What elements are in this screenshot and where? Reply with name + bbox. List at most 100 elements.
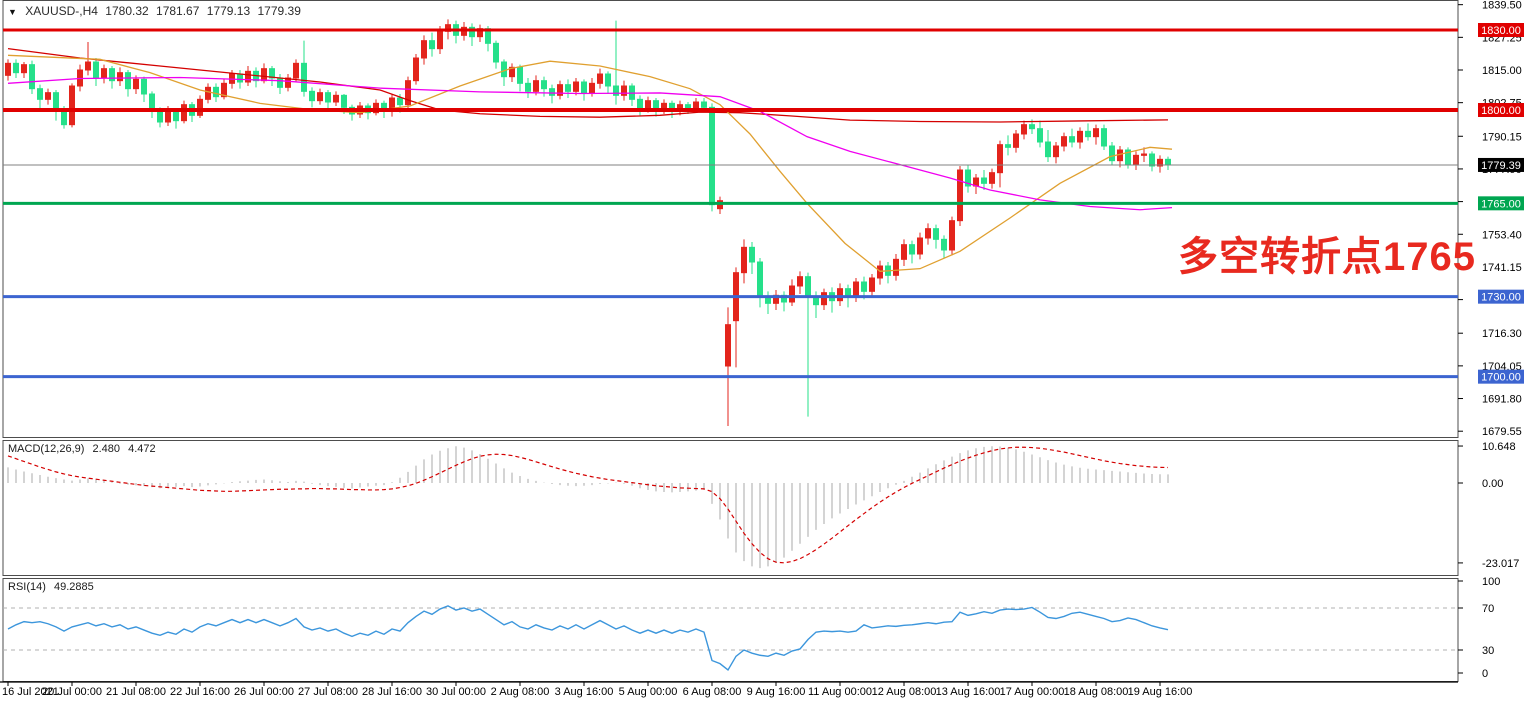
symbol-dropdown-icon[interactable]: ▼ <box>8 7 17 17</box>
candle-body <box>917 237 923 255</box>
candle-body <box>317 92 323 102</box>
price-axis-tick-label: 1839.50 <box>1482 0 1522 12</box>
candle-body <box>37 88 43 100</box>
candle-body <box>573 81 579 92</box>
rsi-value: 49.2885 <box>53 581 94 593</box>
candle-body <box>1141 153 1147 156</box>
candle-body <box>517 66 523 84</box>
candle-body <box>469 26 475 38</box>
candle-body <box>93 61 99 79</box>
candle-body <box>741 246 747 274</box>
candle-body <box>429 40 435 50</box>
candle-body <box>1061 136 1067 147</box>
time-axis-tick-label: 30 Jul 00:00 <box>426 686 486 698</box>
candle-body <box>997 144 1003 174</box>
candle-body <box>45 92 51 100</box>
candle-body <box>493 42 499 63</box>
candle-body <box>1077 130 1083 143</box>
time-axis-tick-label: 27 Jul 08:00 <box>298 686 358 698</box>
candle-body <box>1069 136 1075 143</box>
candle-body <box>437 30 443 50</box>
price-axis-tick-label: 1691.80 <box>1482 394 1522 406</box>
time-axis-tick-label: 5 Aug 00:00 <box>619 686 678 698</box>
candle-body <box>533 80 539 92</box>
candle-body <box>69 85 75 126</box>
candle-body <box>933 228 939 240</box>
candle-body <box>821 292 827 306</box>
price-badge-label: 1765.00 <box>1481 198 1521 210</box>
time-axis-tick-label: 16 Jul 2021 <box>2 686 59 698</box>
price-badge <box>1478 103 1524 117</box>
rsi-axis-tick-label: 100 <box>1482 576 1500 588</box>
candle-body <box>205 86 211 100</box>
current-price-badge-label: 1779.39 <box>1481 160 1521 172</box>
candle-body <box>421 40 427 59</box>
candle-body <box>117 72 123 82</box>
candle-body <box>693 101 699 110</box>
candle-body <box>101 68 107 79</box>
ma-slow-red <box>7 48 1169 123</box>
ohlc-high-value: 1781.67 <box>156 4 200 18</box>
time-axis-tick-label: 28 Jul 16:00 <box>362 686 422 698</box>
time-axis-tick-label: 3 Aug 16:00 <box>555 686 614 698</box>
candle-body <box>557 84 563 96</box>
price-badge-label: 1800.00 <box>1481 105 1521 117</box>
candle-body <box>1165 158 1171 166</box>
price-axis-tick-label: 1716.30 <box>1482 328 1522 340</box>
macd-params-label: MACD(12,26,9) <box>8 443 85 455</box>
candle-body <box>1021 124 1027 135</box>
candle-body <box>525 82 531 92</box>
candle-body <box>501 61 507 78</box>
candle-body <box>709 106 715 206</box>
time-axis-tick-label: 13 Aug 16:00 <box>936 686 1001 698</box>
current-price-badge <box>1478 157 1524 172</box>
candle-body <box>237 73 243 83</box>
chart-title-bar: ▼ XAUUSD-,H4 1780.32 1781.67 1779.13 177… <box>8 4 305 18</box>
price-axis-tick-label: 1741.15 <box>1482 262 1522 274</box>
time-axis-tick-label: 9 Aug 16:00 <box>747 686 806 698</box>
candle-body <box>1053 145 1059 158</box>
candle-body <box>1085 130 1091 138</box>
candle-body <box>1045 141 1051 158</box>
candle-body <box>405 80 411 106</box>
candle-body <box>581 81 587 94</box>
candle-body <box>221 82 227 98</box>
candle-body <box>941 238 947 251</box>
candle-body <box>61 109 67 126</box>
candle-body <box>789 285 795 303</box>
rsi-line <box>7 605 1169 671</box>
price-axis-tick-label: 1790.15 <box>1482 131 1522 143</box>
candle-body <box>309 90 315 102</box>
candle-body <box>21 64 27 74</box>
candle-body <box>901 244 907 260</box>
candle-body <box>597 73 603 84</box>
candle-body <box>109 68 115 82</box>
rsi-axis-tick-label: 70 <box>1482 603 1494 615</box>
candle-body <box>173 110 179 122</box>
candle-body <box>957 169 963 222</box>
candle-body <box>341 94 347 108</box>
symbol-timeframe-label: XAUUSD-,H4 <box>25 4 98 18</box>
candle-body <box>141 78 147 95</box>
candle-body <box>805 276 811 298</box>
candle-body <box>1093 128 1099 138</box>
macd-axis-tick-label: 0.00 <box>1482 478 1503 490</box>
candle-body <box>909 244 915 255</box>
candle-body <box>269 68 275 79</box>
main-panel-frame <box>2 0 1459 438</box>
chart-annotation-text[interactable]: 多空转折点1765 <box>1178 235 1476 279</box>
candle-body <box>133 78 139 90</box>
candle-body <box>181 104 187 122</box>
time-axis-tick-label: 20 Jul 00:00 <box>42 686 102 698</box>
candle-body <box>1149 153 1155 167</box>
time-axis-tick-label: 19 Aug 16:00 <box>1128 686 1193 698</box>
candle-body <box>293 62 299 79</box>
macd-signal-value: 4.472 <box>128 443 156 455</box>
candle-body <box>245 70 251 83</box>
candle-body <box>509 66 515 78</box>
candle-body <box>149 93 155 111</box>
candle-body <box>637 98 643 110</box>
candle-body <box>1013 133 1019 148</box>
